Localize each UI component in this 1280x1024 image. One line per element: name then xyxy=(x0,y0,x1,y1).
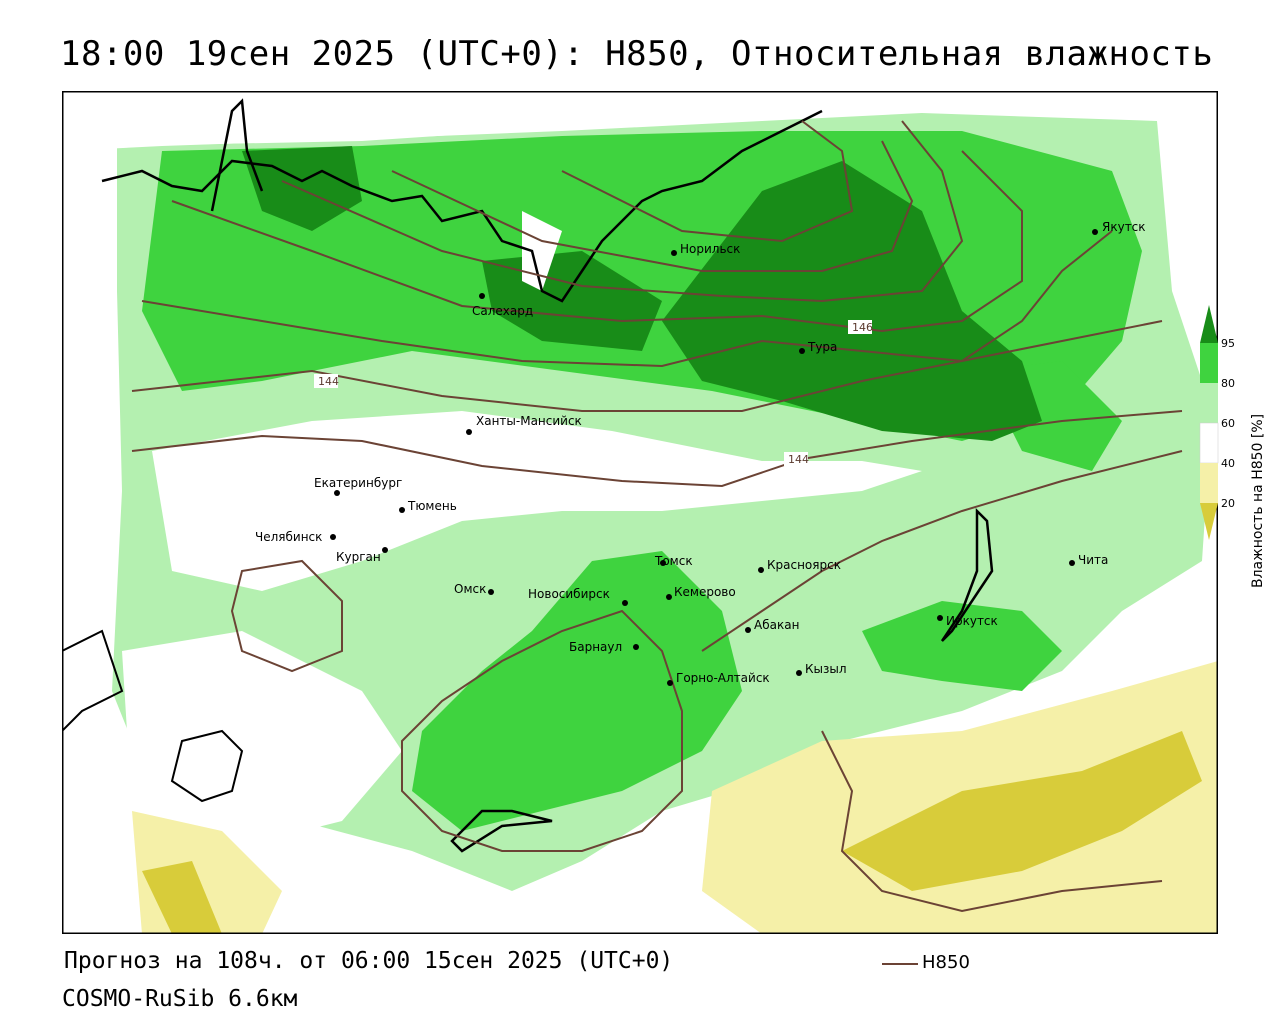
city-dot-chita xyxy=(1069,560,1075,566)
map-title: 18:00 19сен 2025 (UTC+0): H850, Относите… xyxy=(60,34,1214,74)
city-label-chita: Чита xyxy=(1078,553,1108,567)
humidity-40-area-southwest xyxy=(122,631,402,851)
city-label-tura: Тура xyxy=(807,340,837,354)
city-dot-barnaul xyxy=(633,644,639,650)
city-label-novosibirsk: Новосибирск xyxy=(528,587,610,601)
city-label-norilsk: Норильск xyxy=(680,242,740,256)
city-label-ekaterinburg: Екатеринбург xyxy=(314,476,402,490)
lake-baikal xyxy=(940,507,994,642)
weather-map: 144 144 146 Якутск Норильск Салехард Тур… xyxy=(62,91,1218,934)
model-info: COSMO-RuSib 6.6км xyxy=(62,986,298,1012)
coastline-west xyxy=(62,629,124,732)
city-dot-yakutsk xyxy=(1092,229,1098,235)
city-dot-norilsk xyxy=(671,250,677,256)
city-label-krasnoyarsk: Красноярск xyxy=(767,558,841,572)
city-label-kemerovo: Кемерово xyxy=(674,585,736,599)
contour-label-1: 144 xyxy=(318,375,339,388)
city-dot-kemerovo xyxy=(666,594,672,600)
city-label-tyumen: Тюмень xyxy=(407,499,457,513)
arctic-ocean xyxy=(62,91,1218,151)
h850-legend-line xyxy=(882,963,918,965)
map-canvas: 144 144 146 Якутск Норильск Салехард Тур… xyxy=(62,91,1218,934)
city-label-barnaul: Барнаул xyxy=(569,640,622,654)
colorbar-40-band xyxy=(1199,422,1219,464)
city-dot-salekhard xyxy=(479,293,485,299)
city-dot-kurgan xyxy=(382,547,388,553)
city-label-kyzyl: Кызыл xyxy=(805,662,847,676)
city-label-gorno-altaysk: Горно-Алтайск xyxy=(676,671,770,685)
colorbar-60-band xyxy=(1200,383,1218,423)
humidity-0-area-southwest xyxy=(142,861,222,934)
city-label-chelyabinsk: Челябинск xyxy=(255,530,322,544)
colorbar-tick-95: 95 xyxy=(1221,337,1235,350)
contour-label-bg-1 xyxy=(314,374,338,388)
city-dot-krasnoyarsk xyxy=(758,567,764,573)
forecast-info: Прогноз на 108ч. от 06:00 15сен 2025 (UT… xyxy=(64,948,674,974)
colorbar-tick-60: 60 xyxy=(1221,417,1235,430)
city-dot-ekaterinburg xyxy=(334,490,340,496)
humidity-40-band xyxy=(152,411,922,591)
city-dot-gorno-altaysk xyxy=(667,680,673,686)
humidity-95-area-tura xyxy=(662,161,1042,441)
colorbar-tick-40: 40 xyxy=(1221,457,1235,470)
city-label-yakutsk: Якутск xyxy=(1102,220,1146,234)
city-dot-tura xyxy=(799,348,805,354)
city-label-tomsk: Томск xyxy=(654,554,693,568)
lake-balkhash xyxy=(450,809,553,853)
city-markers: Якутск Норильск Салехард Тура Ханты-Манс… xyxy=(255,220,1146,686)
city-dot-chelyabinsk xyxy=(330,534,336,540)
city-dot-tyumen xyxy=(399,507,405,513)
city-label-salekhard: Салехард xyxy=(472,304,533,318)
humidity-80-area-altai xyxy=(412,551,742,831)
city-label-abakan: Абакан xyxy=(754,618,799,632)
city-dot-khanty-mansiysk xyxy=(466,429,472,435)
contour-label-3: 146 xyxy=(852,321,873,334)
city-label-irkutsk: Иркутск xyxy=(946,614,998,628)
city-dot-tomsk xyxy=(660,560,666,566)
city-label-omsk: Омск xyxy=(454,582,486,596)
colorbar-title: Влажность на H850 [%] xyxy=(1250,413,1266,588)
city-label-khanty-mansiysk: Ханты-Мансийск xyxy=(476,414,582,428)
city-dot-omsk xyxy=(488,589,494,595)
city-label-kurgan: Курган xyxy=(336,550,381,564)
aral-sea xyxy=(170,729,244,803)
ocean-gulf xyxy=(522,211,562,291)
colorbar-0-triangle xyxy=(1200,503,1218,540)
colorbar-95-triangle xyxy=(1200,305,1218,343)
colorbar-80-band xyxy=(1200,343,1218,383)
colorbar-tick-80: 80 xyxy=(1221,377,1235,390)
humidity-80-area-irkutsk xyxy=(862,601,1062,691)
humidity-0-area-southeast xyxy=(842,731,1202,891)
city-dot-abakan xyxy=(745,627,751,633)
contour-label-bg-3 xyxy=(848,320,872,334)
city-dot-irkutsk xyxy=(937,615,943,621)
map-frame xyxy=(62,91,1218,934)
city-dot-novosibirsk xyxy=(622,600,628,606)
colorbar-20-band xyxy=(1200,463,1218,503)
colorbar-tick-20: 20 xyxy=(1221,497,1235,510)
city-dot-kyzyl xyxy=(796,670,802,676)
contour-label-bg-2 xyxy=(784,452,808,466)
humidity-colorbar xyxy=(1199,305,1219,540)
h850-legend-label: H850 xyxy=(922,952,970,973)
coastline-yamal xyxy=(210,98,264,212)
coastline xyxy=(101,109,823,303)
contour-label-2: 144 xyxy=(788,453,809,466)
